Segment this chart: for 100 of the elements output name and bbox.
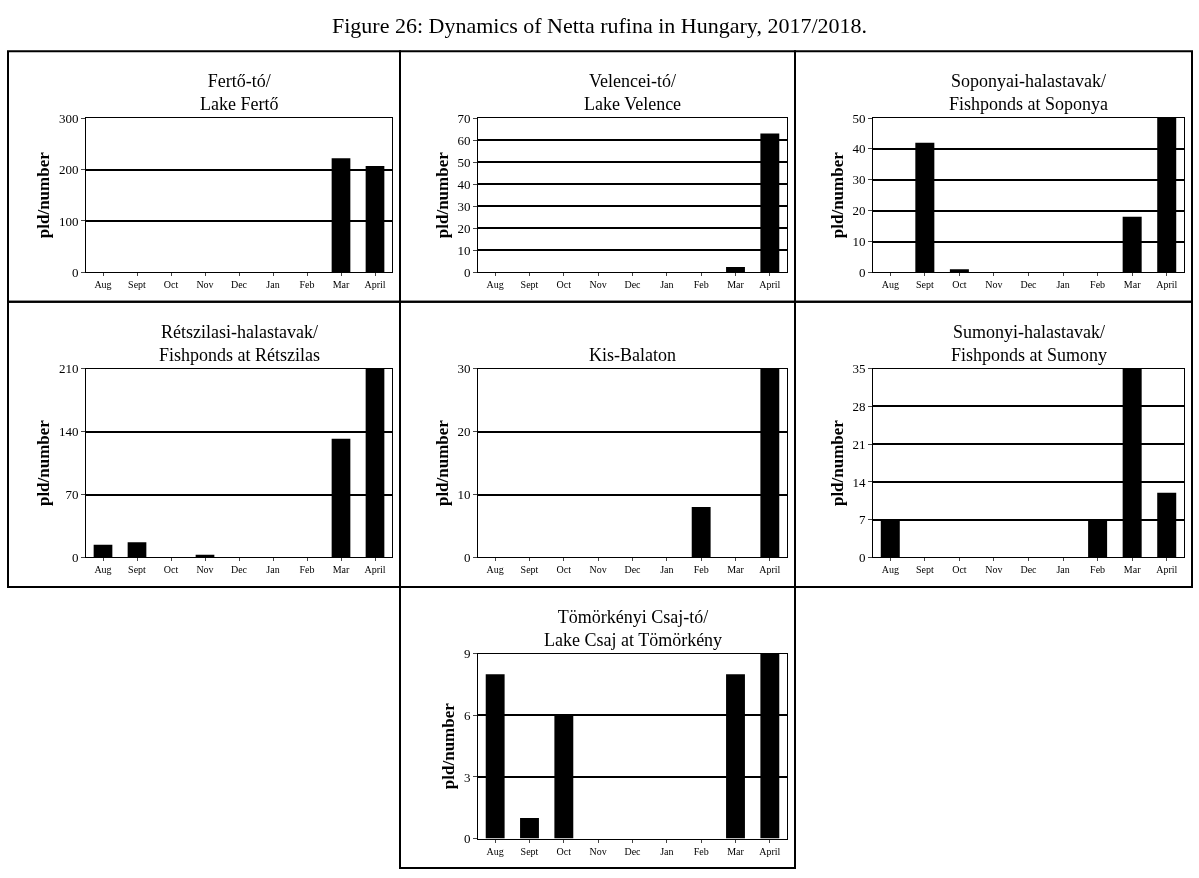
x-tick-label: Aug: [94, 564, 112, 576]
x-tick-label: Nov: [196, 564, 214, 576]
x-tick-label: Mar: [1123, 564, 1142, 576]
y-tick-label: 0: [858, 549, 866, 565]
x-tick-label: Mar: [1123, 279, 1142, 291]
x-tick-label: Oct: [163, 279, 179, 291]
caption: Figure 26: Dynamics of Netta rufina in Hungary, 2017/2018.: [332, 13, 868, 38]
y-tick-label: 35: [852, 361, 866, 377]
y-tick-label: 20: [457, 220, 471, 236]
x-tick-label: Jan: [266, 564, 280, 576]
x-tick-label: April: [364, 564, 386, 576]
x-tick-label: April: [1156, 564, 1178, 576]
x-tick-label: April: [364, 279, 386, 291]
x-tick-label: Sept: [520, 279, 539, 291]
chart-title: Tömörkényi Csaj-tó/ Lake Csaj at Tömörkény: [544, 607, 723, 651]
x-tick-label: Feb: [1090, 279, 1106, 291]
y-tick-label: 70: [457, 110, 471, 126]
x-tick-label: Nov: [589, 845, 607, 857]
x-tick-label: Dec: [1020, 279, 1038, 291]
x-tick-label: Sept: [915, 279, 934, 291]
y-tick-label: 0: [858, 264, 866, 280]
x-tick-label: April: [759, 279, 781, 291]
x-tick-label: Jan: [660, 564, 674, 576]
y-tick-label: 30: [457, 198, 471, 214]
y-axis-title: pld/number: [34, 151, 54, 239]
y-tick-label: 70: [65, 487, 79, 503]
y-tick-label: 0: [463, 831, 471, 847]
x-tick-label: Aug: [94, 279, 112, 291]
y-tick-label: 10: [457, 242, 471, 258]
x-tick-label: Nov: [589, 564, 607, 576]
x-tick-label: Jan: [660, 845, 674, 857]
y-tick-label: 0: [71, 549, 79, 565]
y-tick-label: 9: [463, 646, 471, 662]
x-tick-label: Sept: [915, 564, 934, 576]
x-tick-label: Dec: [230, 279, 248, 291]
chart-title: Soponyai-halastavak/ Fishponds at Soponya: [949, 71, 1109, 115]
x-tick-label: Aug: [881, 564, 899, 576]
y-tick-label: 14: [852, 474, 866, 490]
x-tick-label: Oct: [556, 279, 572, 291]
y-tick-label: 30: [852, 172, 866, 188]
x-tick-label: Mar: [727, 564, 745, 576]
x-tick-label: Feb: [299, 279, 315, 291]
y-tick-label: 6: [463, 707, 471, 723]
y-tick-label: 210: [58, 361, 79, 377]
y-tick-label: 300: [58, 110, 79, 126]
y-tick-label: 0: [71, 264, 79, 280]
chart-title: Velencei-tó/ Lake Velence: [584, 71, 682, 115]
x-tick-label: Dec: [230, 564, 248, 576]
x-tick-label: Aug: [486, 564, 504, 576]
x-tick-label: Mar: [727, 845, 745, 857]
x-tick-label: April: [759, 564, 781, 576]
x-tick-label: Dec: [624, 564, 642, 576]
x-tick-label: Sept: [520, 564, 539, 576]
x-tick-label: Aug: [881, 279, 899, 291]
x-tick-label: Aug: [486, 845, 504, 857]
y-axis-title: pld/number: [432, 419, 452, 507]
x-tick-label: Jan: [1056, 564, 1070, 576]
y-tick-label: 0: [463, 549, 471, 565]
y-tick-label: 28: [852, 399, 866, 414]
y-axis-title: pld/number: [827, 419, 847, 507]
y-tick-label: 50: [457, 154, 471, 170]
chart-title: Sumonyi-halastavak/ Fishponds at Sumony: [951, 322, 1108, 366]
x-tick-label: Dec: [1020, 564, 1038, 576]
x-tick-label: Feb: [693, 279, 709, 291]
x-tick-label: Mar: [332, 279, 350, 291]
x-tick-label: Nov: [589, 279, 607, 291]
x-tick-label: Oct: [163, 564, 179, 576]
x-tick-label: Sept: [520, 845, 539, 857]
y-tick-label: 7: [858, 512, 866, 528]
y-tick-label: 40: [457, 176, 471, 192]
x-tick-label: Aug: [486, 279, 504, 291]
x-tick-label: Sept: [128, 564, 147, 576]
x-tick-label: Jan: [1056, 279, 1070, 291]
y-axis-title: pld/number: [432, 151, 452, 239]
x-tick-label: Feb: [693, 564, 709, 576]
chart-title: Rétszilasi-halastavak/ Fishponds at Rétszilas: [159, 322, 320, 366]
chart-title: Kis-Balaton: [589, 345, 676, 365]
x-tick-label: April: [1156, 279, 1178, 291]
y-tick-label: 40: [852, 141, 866, 157]
y-axis-title: pld/number: [34, 419, 54, 507]
x-tick-label: Oct: [556, 564, 572, 576]
x-tick-label: Mar: [727, 279, 745, 291]
y-tick-label: 21: [852, 436, 866, 452]
x-tick-label: Feb: [693, 845, 709, 857]
y-tick-label: 20: [457, 424, 471, 440]
x-tick-label: Jan: [660, 279, 674, 291]
y-axis-title: pld/number: [827, 151, 847, 239]
y-tick-label: 3: [463, 769, 471, 785]
y-tick-label: 50: [852, 110, 866, 126]
y-tick-label: 30: [457, 361, 471, 377]
y-tick-label: 200: [58, 162, 79, 178]
y-tick-label: 140: [58, 424, 79, 440]
x-tick-label: Jan: [266, 279, 280, 291]
y-tick-label: 0: [463, 264, 471, 280]
x-tick-label: Nov: [985, 279, 1003, 291]
y-tick-label: 10: [852, 234, 866, 250]
x-tick-label: Mar: [332, 564, 350, 576]
x-tick-label: Feb: [299, 564, 315, 576]
y-tick-label: 60: [457, 132, 471, 148]
x-tick-label: Nov: [985, 564, 1003, 576]
